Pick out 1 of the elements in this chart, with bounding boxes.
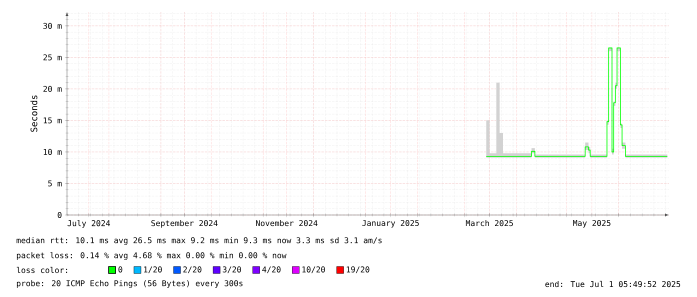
y-axis-title: Seconds [30,95,38,132]
